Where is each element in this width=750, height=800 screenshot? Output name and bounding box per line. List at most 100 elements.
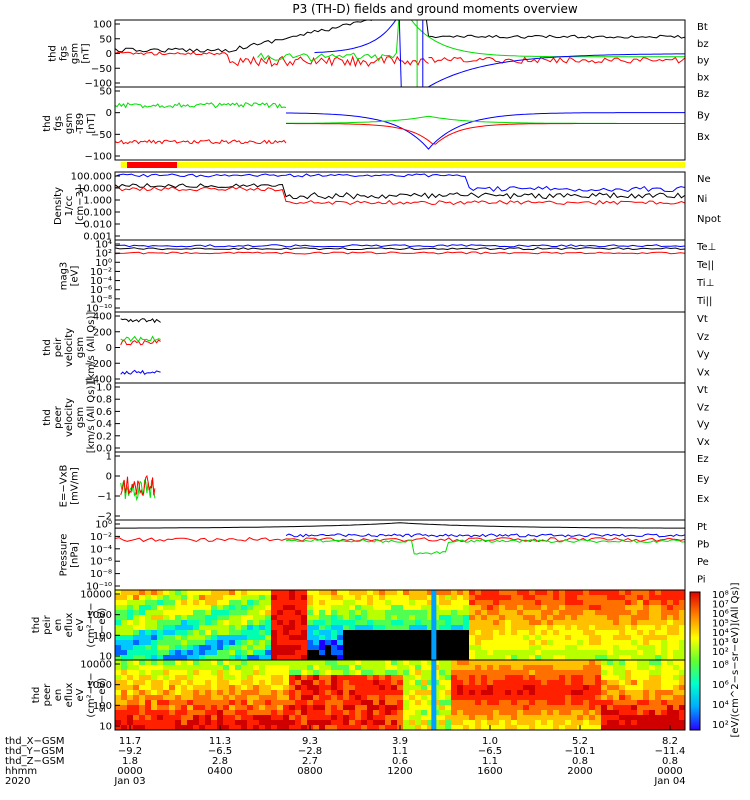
by-line-2 [286, 115, 685, 124]
x-tick-label: −6.5 [478, 746, 502, 757]
x-tick-label: −2.8 [298, 746, 322, 757]
legend-entry: Ez [697, 454, 709, 465]
panel-efield: E=−VxB[mV/m] [59, 451, 686, 521]
y-tick-label: 1000 [87, 610, 112, 621]
year-label: 2020 [5, 776, 30, 787]
y-axis-label: E=−VxB[mV/m] [59, 465, 81, 508]
panel-peir-spectrogram: thdpeirenefluxeV(cm²−s−sr−eV) [31, 589, 686, 661]
y-tick-label: 10⁻⁸ [90, 569, 112, 580]
x-tick-label: 11.7 [119, 736, 141, 747]
y-tick-label: 0.2 [96, 431, 112, 442]
y-tick-label: −400 [85, 375, 112, 386]
legend-entry: bx [697, 72, 709, 83]
x-tick-label: 2000 [567, 766, 592, 777]
date-end: Jan 04 [653, 776, 685, 787]
by-line [257, 20, 685, 62]
y-tick-label: −100 [85, 152, 112, 163]
legend-entry: Ti⊥ [696, 278, 714, 289]
x-tick-label: −9.2 [118, 746, 142, 757]
legend-entry: Ex [697, 494, 709, 505]
y-axis-label: thdpeirvelocitygsm[km/s (All Qs)] [42, 312, 97, 384]
panel-fgs-gsm: thdfgsgsm[nT] [48, 19, 686, 88]
legend-entry: Ti|| [696, 296, 712, 307]
x-tick-label: −11.4 [655, 746, 686, 757]
x-tick-label: 3.9 [392, 736, 408, 747]
legend-entry: Ni [697, 194, 707, 205]
legend-entry: Te|| [696, 260, 714, 271]
legend-entry: Pe [697, 557, 709, 568]
y-tick-label: 10⁻² [90, 267, 112, 278]
y-axis-label: thdfgsgsm[nT] [48, 43, 92, 64]
y-tick-label: 100 [93, 631, 112, 642]
y-tick-label: 0.100 [83, 208, 112, 219]
date-start: Jan 03 [113, 776, 145, 787]
y-tick-label: −1 [97, 492, 112, 503]
y-tick-label: 1.000 [83, 196, 112, 207]
y-tick-label: 10⁻⁴ [90, 276, 112, 287]
panel-fgs-gsm-dc: thdfgsgsm-T89[nT] [42, 86, 686, 161]
legend-entry: Vx [697, 367, 710, 378]
colorbar-tick: 10⁴ [712, 700, 729, 711]
y-tick-label: 1.0 [96, 383, 112, 394]
ni-line [115, 183, 685, 200]
y-tick-label: 0 [106, 108, 112, 119]
x-tick-label: 1.1 [482, 756, 498, 767]
legend-entry: bz [697, 39, 709, 50]
y-tick-label: 10⁴ [95, 240, 112, 251]
y-tick-label: 100 [93, 20, 112, 31]
colorbar [689, 591, 701, 731]
y-tick-label: 200 [93, 327, 112, 338]
x-tick-label: 0.8 [572, 756, 588, 767]
x-tick-label: 2.7 [302, 756, 318, 767]
colorbar-tick: 10⁸ [712, 590, 729, 601]
by-line [115, 102, 287, 109]
vt-line [120, 318, 161, 324]
quality-bar [120, 162, 685, 168]
y-tick-label: 10000 [80, 660, 112, 671]
panel-temperature: mag3[eV] [59, 239, 686, 313]
x-axis-row-label: thd_Y−GSM [5, 746, 64, 757]
colorbar-tick: 10⁸ [712, 660, 729, 671]
legend-entry: Vx [697, 437, 710, 448]
bz-line [115, 51, 429, 68]
ti-perp-line [115, 244, 685, 248]
x-axis-row-label: hhmm [5, 766, 37, 777]
pi-line [285, 533, 685, 538]
bz-line-2 [286, 123, 685, 145]
ez-line [120, 474, 156, 496]
x-tick-label: 1200 [387, 766, 412, 777]
legend-entry: Npot [697, 214, 721, 225]
y-axis-label: thdpeerenefluxeV(cm²−s−sr−eV) [31, 672, 108, 717]
y-tick-label: 10⁻⁸ [90, 294, 112, 305]
x-tick-label: 0800 [297, 766, 322, 777]
page-title: P3 (TH-D) fields and ground moments over… [292, 2, 577, 16]
colorbar-tick: 10² [712, 647, 729, 658]
y-tick-label: 1 [106, 452, 112, 463]
panel-pressure: Pressure[nPa] [59, 519, 686, 591]
legend-entry: Vt [697, 385, 708, 396]
y-tick-label: 100 [93, 701, 112, 712]
y-tick-label: 50 [99, 87, 112, 98]
y-tick-label: 10² [95, 249, 112, 260]
y-tick-label: 0.010 [83, 220, 112, 231]
x-tick-label: −10.1 [565, 746, 596, 757]
pb-line [115, 537, 685, 543]
panel-peer-spectrogram: thdpeerenefluxeV(cm²−s−sr−eV) [31, 659, 686, 731]
y-axis-label: thdpeirenefluxeV(cm²−s−sr−eV) [31, 602, 108, 647]
te-par-line [115, 247, 685, 251]
bx-line [314, 20, 685, 87]
y-axis-label: thdpeervelocitygsm[km/s (All Qs)] [42, 382, 97, 454]
x-tick-label: 1600 [477, 766, 502, 777]
pt-line [115, 522, 685, 529]
y-tick-label: 50 [99, 34, 112, 45]
quality-bar-flag [127, 162, 177, 168]
x-tick-label: 0000 [117, 766, 142, 777]
x-tick-label: 1.1 [392, 746, 408, 757]
y-tick-label: 400 [93, 312, 112, 323]
ne-line [115, 186, 685, 206]
x-axis-row-label: thd_X−GSM [5, 736, 65, 747]
x-tick-label: 0400 [207, 766, 232, 777]
legend-entry: by [697, 56, 709, 67]
colorbar-tick: 10³ [712, 638, 729, 649]
